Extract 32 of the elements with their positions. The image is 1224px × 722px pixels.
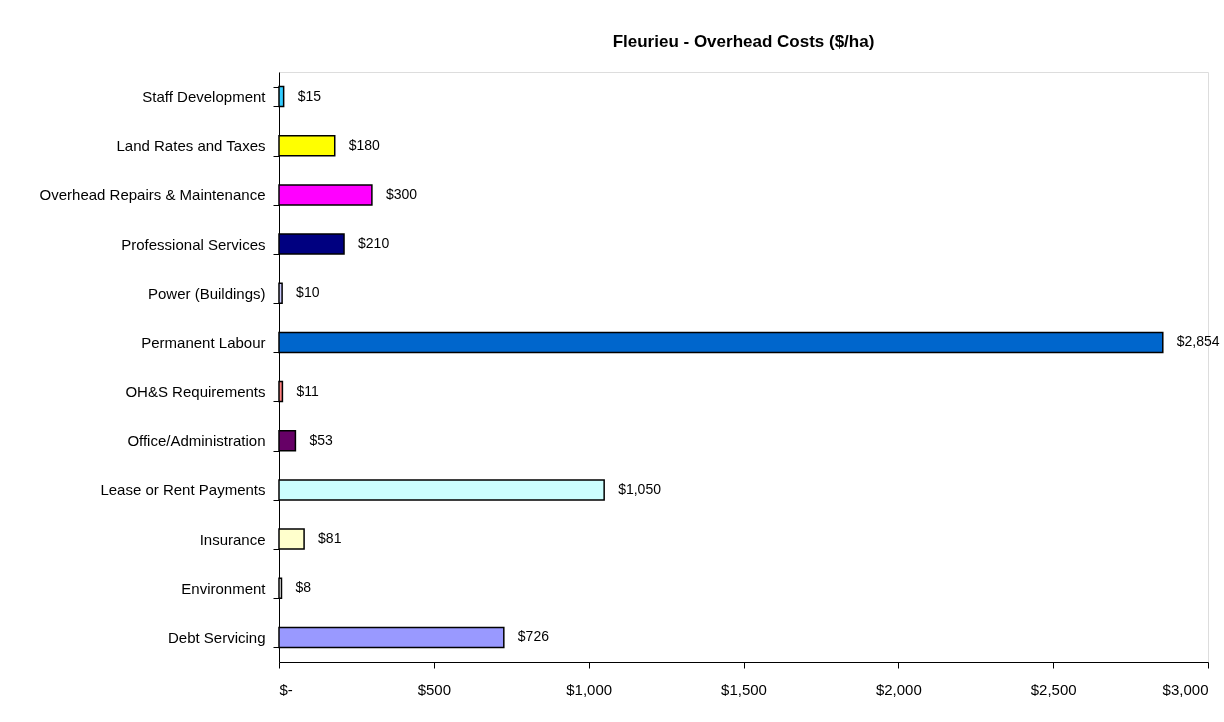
y-tick-label: Office/Administration — [127, 432, 266, 450]
y-tick-label: Environment — [181, 579, 267, 597]
data-label: $726 — [517, 628, 550, 645]
y-tick-label: Insurance — [199, 530, 266, 548]
data-label: $2,854 — [1176, 333, 1220, 350]
y-tick-label: Overhead Repairs & Maintenance — [39, 186, 266, 204]
chart-title: Fleurieu - Overhead Costs ($/ha) — [612, 32, 875, 51]
y-tick-label: Permanent Labour — [141, 333, 266, 351]
data-label: $8 — [295, 579, 312, 596]
data-label: $1,050 — [618, 480, 662, 497]
y-tick-label: Lease or Rent Payments — [100, 481, 266, 499]
y-tick-label: OH&S Requirements — [125, 383, 266, 401]
x-tick-label: $2,000 — [875, 680, 922, 698]
x-tick-label: $- — [279, 680, 293, 698]
y-tick-label: Debt Servicing — [167, 628, 266, 646]
data-label: $300 — [385, 185, 418, 202]
data-label: $11 — [296, 382, 319, 399]
data-label: $15 — [297, 87, 322, 104]
data-label: $180 — [348, 136, 381, 153]
data-label: $10 — [296, 284, 320, 301]
x-tick-label: $3,000 — [1162, 680, 1209, 698]
x-tick-label: $1,500 — [721, 680, 767, 698]
x-tick-label: $500 — [417, 680, 452, 698]
y-tick-label: Power (Buildings) — [147, 284, 266, 302]
x-tick-label: $2,500 — [1030, 680, 1077, 698]
y-tick-label: Staff Development — [142, 88, 267, 106]
y-tick-label: Land Rates and Taxes — [116, 137, 266, 155]
data-label: $81 — [318, 530, 342, 547]
data-label: $210 — [358, 235, 390, 252]
data-label: $53 — [309, 431, 333, 448]
x-tick-label: $1,000 — [566, 680, 613, 698]
y-tick-label: Professional Services — [121, 235, 266, 253]
